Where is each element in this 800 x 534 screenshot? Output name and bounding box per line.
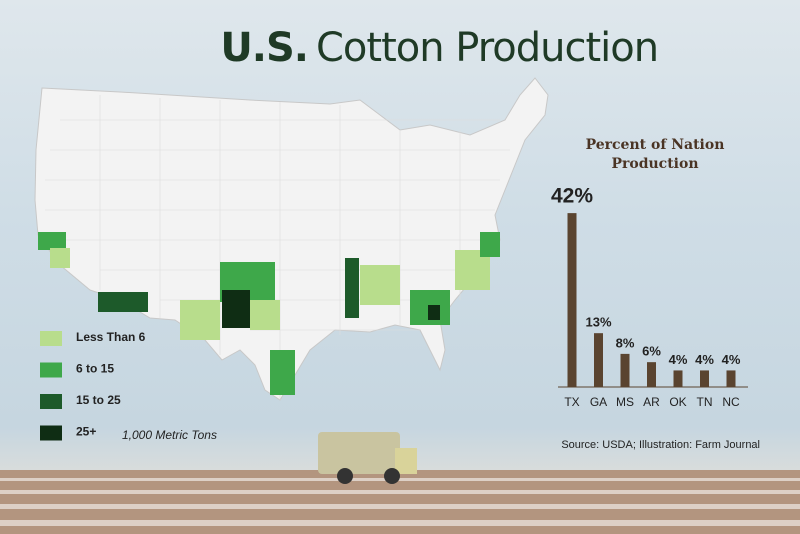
x-tick-label: GA [590, 395, 607, 409]
value-label: 4% [695, 352, 714, 367]
legend-label: 6 to 15 [76, 362, 114, 376]
value-label: 42% [551, 185, 593, 208]
bar [620, 353, 630, 387]
legend-unit: 1,000 Metric Tons [122, 428, 217, 442]
bar [594, 333, 603, 387]
x-tick-label: NC [722, 395, 740, 409]
value-label: 4% [722, 352, 741, 367]
cotton-counties [38, 232, 500, 395]
bar [700, 370, 709, 387]
legend-label: 15 to 25 [76, 393, 121, 407]
bar [726, 370, 736, 387]
value-label: 8% [616, 335, 635, 350]
source: Source: USDA; Illustration: Farm Journal [561, 439, 760, 451]
x-tick-label: TX [564, 395, 579, 409]
title-regular: Cotton Production [316, 25, 658, 71]
legend-swatch [40, 362, 62, 378]
x-tick-label: MS [616, 395, 634, 409]
chart-title: Percent of Nation Production [585, 137, 725, 172]
x-tick-label: AR [643, 395, 660, 409]
title-bold: U.S. [220, 25, 308, 71]
legend-label: 25+ [76, 425, 96, 439]
legend-swatch [40, 331, 62, 346]
value-label: 4% [669, 352, 688, 367]
legend-swatch [40, 425, 62, 441]
harvester [318, 432, 417, 484]
value-label: 6% [642, 344, 661, 359]
x-tick-label: OK [669, 395, 686, 409]
cotton-texture [0, 478, 800, 526]
legend-swatch [40, 394, 62, 409]
legend-label: Less Than 6 [76, 330, 146, 344]
bar [673, 370, 683, 387]
x-tick-label: TN [697, 395, 713, 409]
bar [647, 362, 656, 387]
bar [567, 213, 577, 387]
county-lines [45, 95, 510, 400]
value-label: 13% [585, 315, 611, 330]
